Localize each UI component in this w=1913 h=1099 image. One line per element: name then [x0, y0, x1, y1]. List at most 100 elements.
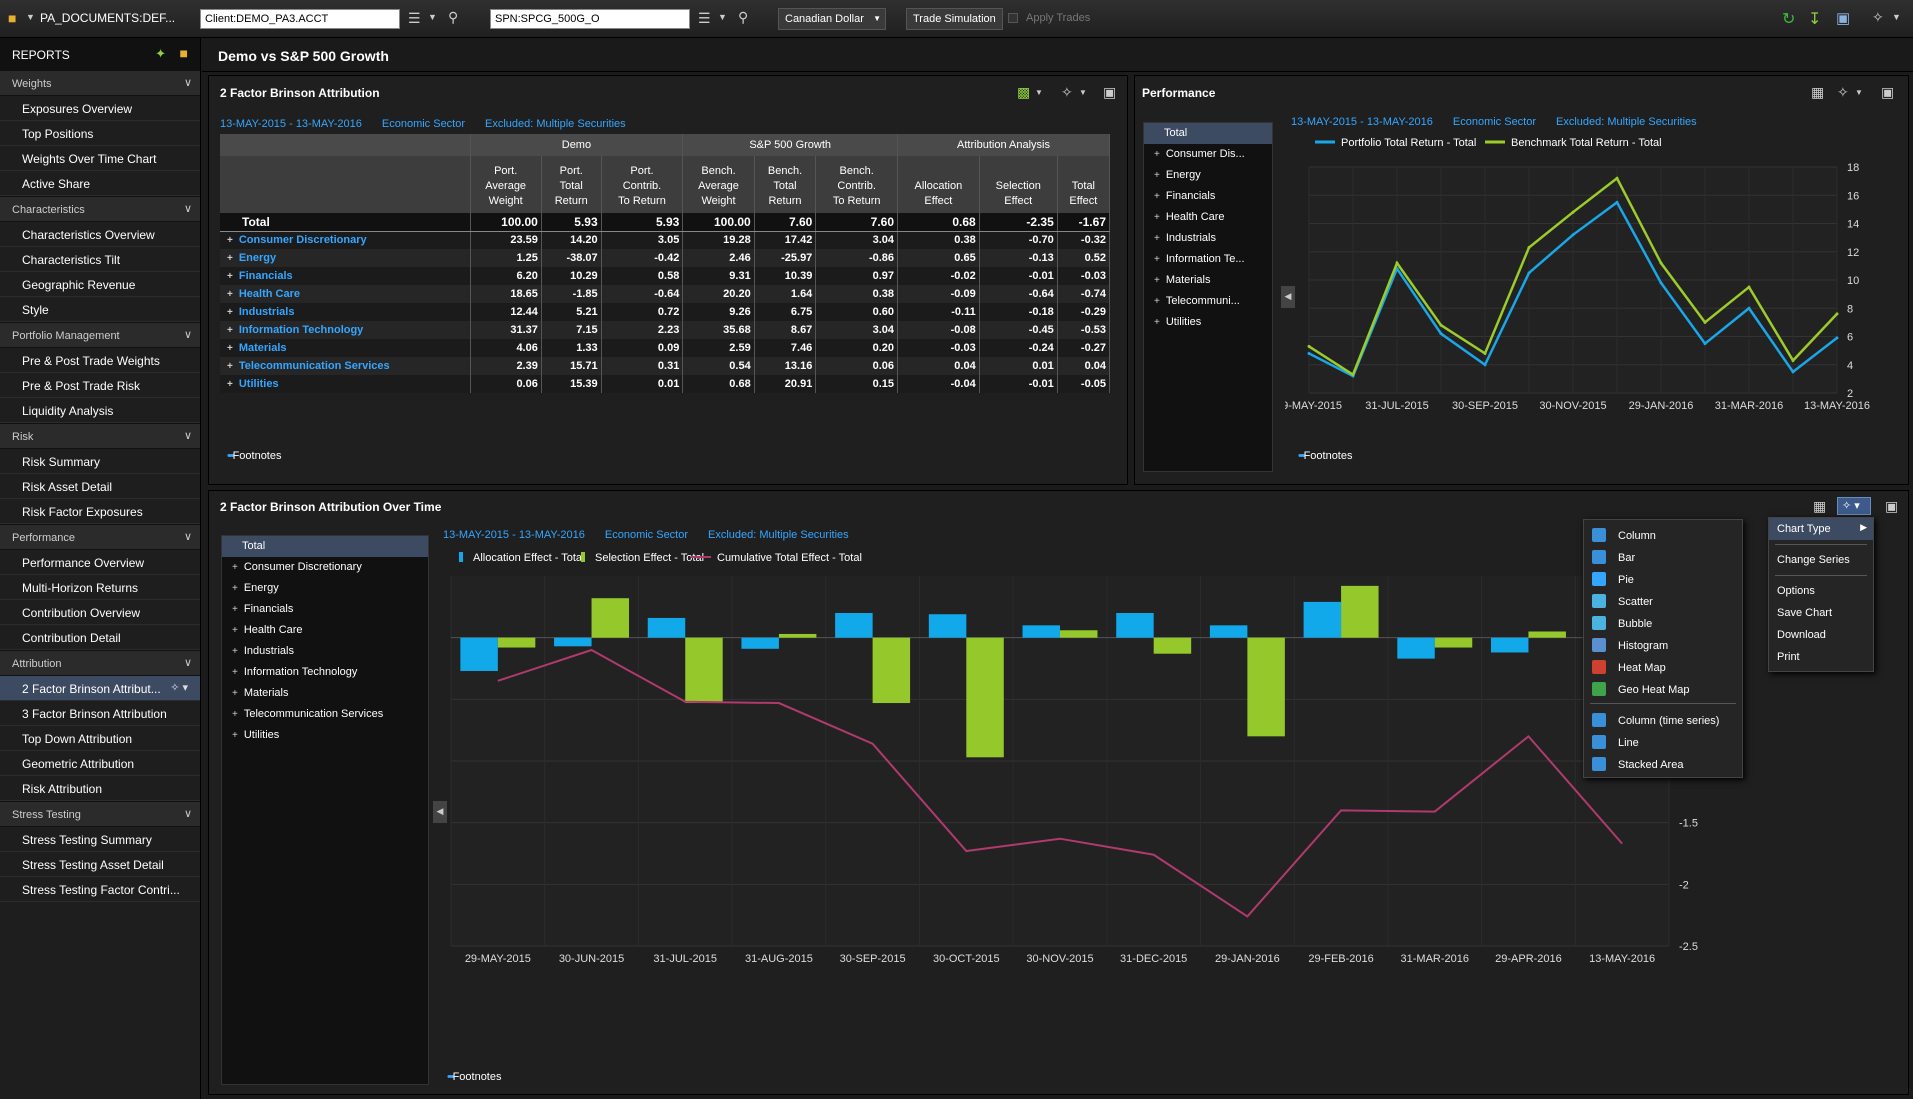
expand-icon[interactable]: + — [227, 325, 233, 336]
sidebar-section[interactable]: Risk ∨ — [0, 423, 200, 449]
column-header[interactable]: Bench. Total Return — [754, 156, 817, 213]
sidebar-item[interactable]: Geometric Attribution — [0, 751, 200, 776]
sidebar-item[interactable]: Contribution Detail — [0, 625, 200, 650]
expand-icon[interactable]: + — [1154, 212, 1160, 223]
expand-icon[interactable]: + — [1154, 254, 1160, 265]
list-icon[interactable]: ☰ — [408, 10, 421, 26]
folder-add-icon[interactable]: ■ — [179, 45, 188, 61]
menu-item[interactable]: Download — [1769, 624, 1873, 646]
table-row[interactable]: + Financials 6.20 10.29 0.58 9.31 10.39 0.97 -0.… — [220, 267, 1111, 285]
exclusions[interactable]: Excluded: Multiple Securities — [708, 529, 849, 541]
chart-icon[interactable]: ▩ — [1017, 84, 1031, 100]
chart-type-option[interactable]: Stacked Area — [1584, 752, 1742, 774]
menu-item[interactable]: Print — [1769, 646, 1873, 668]
download-icon[interactable]: ↧ — [1808, 11, 1822, 28]
sidebar-item[interactable]: Stress Testing Asset Detail — [0, 852, 200, 877]
sidebar-section[interactable]: Weights ∨ — [0, 70, 200, 96]
sidebar-section[interactable]: Portfolio Management ∨ — [0, 322, 200, 348]
sidebar-item[interactable]: Risk Asset Detail — [0, 474, 200, 499]
sidebar-section[interactable]: Stress Testing ∨ — [0, 801, 200, 827]
chart-type-option[interactable]: Heat Map — [1584, 655, 1742, 677]
column-header[interactable]: Bench. Average Weight — [682, 156, 755, 213]
expand-icon[interactable]: + — [232, 667, 238, 678]
sidebar-item[interactable]: Stress Testing Factor Contri... — [0, 877, 200, 902]
menu-item[interactable]: Options — [1769, 580, 1873, 602]
table-row[interactable]: + Utilities 0.06 15.39 0.01 0.68 20.91 0.15 -0.0… — [220, 375, 1111, 393]
tree-item[interactable]: + Energy — [222, 578, 428, 599]
tree-item[interactable]: + Telecommuni... — [1144, 291, 1272, 312]
collapse-tree-icon[interactable]: ◀ — [1281, 286, 1295, 308]
chart-type-option[interactable]: Bar — [1584, 545, 1742, 567]
expand-icon[interactable]: + — [1154, 317, 1160, 328]
tree-item[interactable]: + Utilities — [222, 725, 428, 746]
maximize-icon[interactable]: ▣ — [1885, 498, 1899, 514]
sidebar-item[interactable]: Geographic Revenue — [0, 272, 200, 297]
benchmark-input[interactable]: SPN:SPCG_500G_O — [490, 9, 690, 29]
footnotes-link[interactable]: Footnotes — [447, 1071, 502, 1083]
maximize-icon[interactable]: ▣ — [1881, 84, 1895, 100]
chevron-down-icon[interactable]: ∨ — [183, 430, 192, 442]
table-row[interactable]: + Materials 4.06 1.33 0.09 2.59 7.46 0.20 -0.03 -… — [220, 339, 1111, 357]
expand-icon[interactable]: + — [1154, 170, 1160, 181]
sidebar-item[interactable]: Characteristics Tilt — [0, 247, 200, 272]
chevron-down-icon[interactable]: ▼ — [428, 12, 437, 22]
grid-icon[interactable]: ▦ — [1811, 84, 1825, 100]
tree-item[interactable]: + Utilities — [1144, 312, 1272, 333]
tree-item[interactable]: Total — [1144, 123, 1272, 144]
date-range[interactable]: 13-MAY-2015 - 13-MAY-2016 — [220, 118, 362, 130]
expand-icon[interactable]: + — [227, 235, 233, 247]
sidebar-item[interactable]: Liquidity Analysis — [0, 398, 200, 423]
account-input[interactable]: Client:DEMO_PA3.ACCT — [200, 9, 400, 29]
wrench-icon[interactable]: ✧ ▾ — [170, 682, 188, 694]
exclusions[interactable]: Excluded: Multiple Securities — [1556, 116, 1697, 128]
expand-icon[interactable]: + — [232, 688, 238, 699]
sidebar-item[interactable]: Pre & Post Trade Risk — [0, 373, 200, 398]
tree-item[interactable]: + Consumer Dis... — [1144, 144, 1272, 165]
chart-type-option[interactable]: Scatter — [1584, 589, 1742, 611]
sidebar-item[interactable]: Multi-Horizon Returns — [0, 575, 200, 600]
menu-item[interactable]: Chart Type ▶ — [1769, 518, 1873, 540]
apply-trades-checkbox[interactable] — [1008, 13, 1018, 23]
expand-icon[interactable]: + — [227, 271, 233, 282]
document-name[interactable]: PA_DOCUMENTS:DEF... — [40, 11, 176, 25]
tree-item[interactable]: + Consumer Discretionary — [222, 557, 428, 578]
chart-type-option[interactable]: Geo Heat Map — [1584, 677, 1742, 699]
grouping[interactable]: Economic Sector — [1452, 116, 1537, 128]
tree-item[interactable]: + Telecommunication Services — [222, 704, 428, 725]
wrench-icon[interactable]: ✧ — [1837, 84, 1849, 100]
tree-item[interactable]: + Health Care — [1144, 207, 1272, 228]
sidebar-item[interactable]: Top Down Attribution — [0, 726, 200, 751]
chart-type-option[interactable]: Column — [1584, 523, 1742, 545]
list-icon[interactable]: ☰ — [698, 10, 711, 26]
trade-simulation-button[interactable]: Trade Simulation — [906, 8, 1003, 30]
expand-icon[interactable]: + — [1154, 149, 1160, 160]
sidebar-item[interactable]: Style — [0, 297, 200, 322]
table-row[interactable]: + Industrials 12.44 5.21 0.72 9.26 6.75 0.60 -0.… — [220, 303, 1111, 321]
tree-item[interactable]: + Industrials — [1144, 228, 1272, 249]
tree-item[interactable]: + Industrials — [222, 641, 428, 662]
table-row[interactable]: + Consumer Discretionary 23.59 14.20 3.05 19.… — [220, 231, 1111, 249]
table-row[interactable]: Total 100.00 5.93 5.93 100.00 7.60 7.60 0.68 -2.… — [220, 213, 1111, 232]
sidebar-item[interactable]: Pre & Post Trade Weights — [0, 348, 200, 373]
expand-icon[interactable]: + — [227, 361, 233, 372]
chart-type-option[interactable]: Pie — [1584, 567, 1742, 589]
chart-type-option[interactable]: Bubble — [1584, 611, 1742, 633]
sidebar-item[interactable]: Risk Factor Exposures — [0, 499, 200, 524]
table-row[interactable]: + Telecommunication Services 2.39 15.71 0.31… — [220, 357, 1111, 375]
chart-type-option[interactable]: Line — [1584, 730, 1742, 752]
folder-icon[interactable]: ■ — [8, 10, 17, 26]
footnotes-link[interactable]: Footnotes — [1298, 450, 1353, 462]
tree-item[interactable]: + Materials — [1144, 270, 1272, 291]
table-row[interactable]: + Information Technology 31.37 7.15 2.23 35.6… — [220, 321, 1111, 339]
column-header[interactable]: Bench. Contrib. To Return — [815, 156, 899, 213]
column-header[interactable]: Selection Effect — [979, 156, 1058, 213]
column-header[interactable]: Allocation Effect — [897, 156, 980, 213]
chart-type-option[interactable]: Column (time series) — [1584, 708, 1742, 730]
tree-item[interactable]: Total — [222, 536, 428, 557]
expand-icon[interactable]: + — [1154, 275, 1160, 286]
chevron-down-icon[interactable]: ∨ — [183, 77, 192, 89]
tree-item[interactable]: + Information Te... — [1144, 249, 1272, 270]
column-header[interactable]: Port. Total Return — [541, 156, 602, 213]
chevron-down-icon[interactable]: ∨ — [183, 531, 192, 543]
chevron-down-icon[interactable]: ▼ — [1079, 88, 1087, 97]
